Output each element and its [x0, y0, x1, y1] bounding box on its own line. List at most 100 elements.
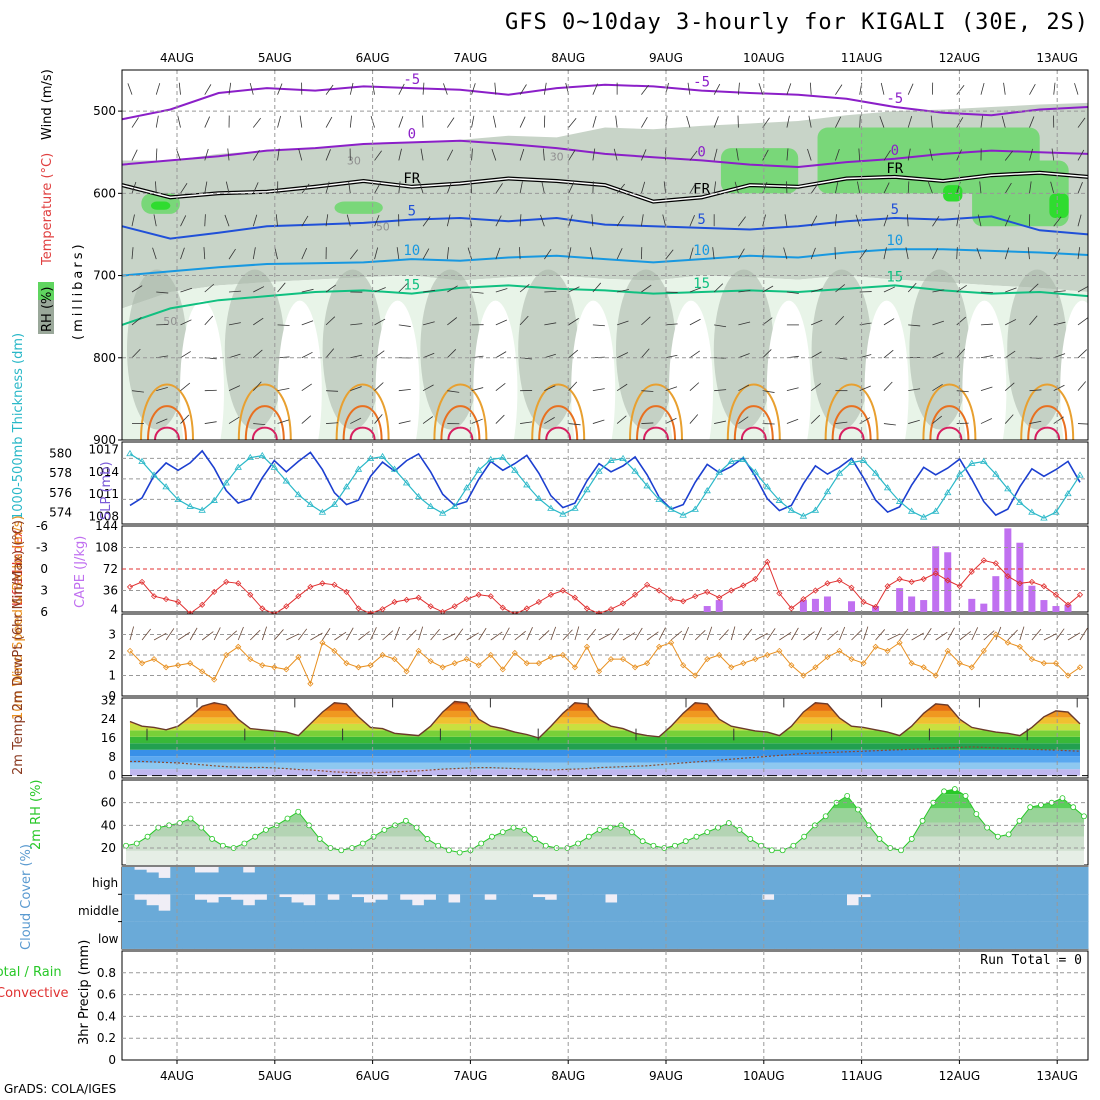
cape-bar	[1052, 606, 1060, 612]
surface-wind-barb	[646, 631, 659, 641]
rh-marker	[758, 842, 764, 849]
wind-speed-marker	[716, 651, 723, 659]
cloud-bar-low	[230, 921, 244, 949]
cloud-bar-high	[918, 867, 932, 895]
wind-barb	[348, 181, 351, 194]
wind-barb	[277, 324, 290, 326]
rh-marker	[844, 792, 851, 799]
wind-barb	[641, 316, 651, 326]
wind-barb	[932, 289, 945, 293]
upper-grid	[122, 70, 1088, 440]
lifted-index-marker	[499, 604, 506, 611]
wind-barb	[1077, 317, 1088, 326]
thickness-marker	[186, 502, 194, 509]
wind-barb	[1001, 115, 1006, 128]
wind-speed-marker	[908, 660, 915, 667]
surface-wind-barb	[827, 630, 839, 641]
wind-barb	[544, 385, 556, 392]
wind-barb	[980, 323, 993, 326]
wind-speed-marker	[631, 664, 639, 671]
isotherm-label: 5	[408, 204, 416, 220]
cloud-bar-high	[1003, 867, 1017, 895]
lifted-index-marker	[631, 591, 639, 598]
wind-speed-marker	[776, 647, 783, 654]
date-label-bottom: 6AUG	[356, 1069, 390, 1083]
cloud-bar-middle	[677, 894, 691, 922]
cloud-bar-low	[931, 921, 944, 949]
surface-wind-barb	[153, 632, 167, 641]
surface-wind-barb	[767, 628, 776, 641]
wind-barb	[762, 149, 769, 161]
surface-wind-barb	[935, 631, 948, 641]
cloud-bar-low	[979, 921, 992, 949]
rh-marker	[456, 849, 463, 856]
thickness-marker	[992, 470, 1000, 477]
wind-barb	[713, 83, 721, 95]
wind-barb	[228, 322, 241, 326]
rh-marker	[704, 829, 711, 836]
wind-barb	[398, 389, 411, 392]
thickness-marker	[679, 511, 687, 518]
cloud-bar-middle	[761, 899, 775, 922]
lifted-index-marker	[644, 581, 651, 588]
li-tick-label: -6	[36, 519, 48, 533]
wind-barb	[301, 383, 312, 391]
thickness-marker	[390, 465, 399, 472]
cloud-bar-low	[544, 921, 558, 949]
cloud-bar-low	[266, 921, 280, 949]
wind-barb	[714, 324, 727, 328]
wind-barb	[880, 82, 885, 95]
lifted-index-marker	[415, 594, 422, 601]
wind-barb	[180, 183, 188, 194]
cape-tick-label: 72	[103, 562, 118, 576]
cloud-bar-high	[653, 867, 666, 895]
surface-wind-barb	[454, 628, 464, 641]
thickness-marker	[426, 502, 435, 509]
rh-marker	[693, 833, 700, 840]
isotherm-label: -5	[403, 72, 420, 88]
rh-marker	[478, 840, 485, 847]
isotherm-warm	[342, 405, 383, 440]
rh-marker	[209, 836, 216, 842]
surface-wind-barb	[959, 631, 972, 641]
cloud-bar-high	[834, 867, 847, 895]
surface-wind-barb	[791, 627, 799, 641]
wind-barb	[422, 216, 431, 227]
rh-marker	[672, 842, 678, 849]
wind-barb	[662, 214, 667, 227]
wind-barb	[980, 115, 984, 128]
thickness-marker	[931, 507, 940, 514]
temp-band	[130, 762, 1080, 770]
wind-barb	[929, 148, 933, 161]
lifted-index-marker	[487, 593, 494, 600]
cape-bar	[908, 596, 916, 612]
cloud-bar-low	[556, 921, 570, 949]
wind-barb	[346, 214, 351, 227]
thickness-marker	[968, 459, 976, 466]
wind-barb	[447, 117, 455, 128]
lifted-index-marker	[535, 598, 542, 606]
slp-line	[129, 449, 1081, 517]
cape-tick-label: 36	[103, 584, 118, 598]
cloud-bar-low	[617, 921, 630, 949]
temp-band	[130, 769, 1080, 776]
cloud-bar-low	[665, 921, 678, 949]
lifted-index-marker	[463, 596, 470, 603]
rh-marker	[973, 811, 980, 817]
wind-barb	[492, 115, 497, 128]
wind-barb	[713, 148, 718, 161]
cloud-bar-high	[218, 867, 232, 895]
wind-barb	[641, 348, 650, 359]
surface-wind-barb	[1055, 628, 1065, 641]
wind-barb	[905, 247, 909, 260]
cloud-bar-low	[592, 921, 606, 949]
cloud-bar-middle	[532, 897, 546, 922]
cloud-bar-high	[544, 867, 558, 895]
lifted-index-marker	[307, 583, 314, 590]
wind-barb	[544, 290, 557, 293]
slp-axis-label: SLP (mb)	[99, 461, 114, 520]
surface-wind-barb	[1043, 633, 1057, 641]
thickness-marker	[222, 479, 230, 486]
cloud-bar-middle	[448, 902, 461, 922]
wind-barb	[325, 214, 329, 227]
